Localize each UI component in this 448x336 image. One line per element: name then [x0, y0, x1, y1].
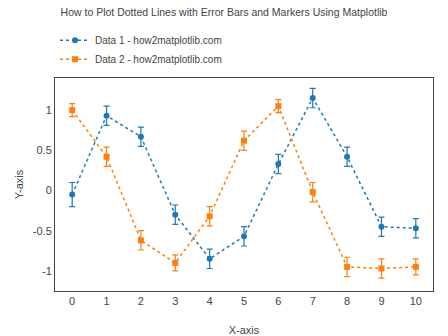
svg-text:Data 1 - how2matplotlib.com: Data 1 - how2matplotlib.com [95, 35, 222, 46]
svg-text:1: 1 [103, 295, 109, 307]
svg-text:10: 10 [410, 295, 422, 307]
svg-text:7: 7 [310, 295, 316, 307]
svg-text:-1: -1 [42, 265, 52, 277]
svg-text:Y-axis: Y-axis [13, 169, 25, 199]
svg-text:9: 9 [378, 295, 384, 307]
svg-text:Data 2 - how2matplotlib.com: Data 2 - how2matplotlib.com [95, 54, 222, 65]
svg-text:1: 1 [46, 104, 52, 116]
svg-text:8: 8 [344, 295, 350, 307]
svg-text:5: 5 [241, 295, 247, 307]
svg-text:-0.5: -0.5 [33, 225, 52, 237]
svg-text:3: 3 [172, 295, 178, 307]
svg-text:2: 2 [138, 295, 144, 307]
svg-text:X-axis: X-axis [229, 324, 260, 336]
svg-text:4: 4 [207, 295, 213, 307]
svg-text:How to Plot Dotted Lines with: How to Plot Dotted Lines with Error Bars… [61, 6, 388, 18]
svg-text:6: 6 [275, 295, 281, 307]
svg-text:0: 0 [46, 184, 52, 196]
svg-text:0.5: 0.5 [37, 144, 52, 156]
svg-text:0: 0 [69, 295, 75, 307]
